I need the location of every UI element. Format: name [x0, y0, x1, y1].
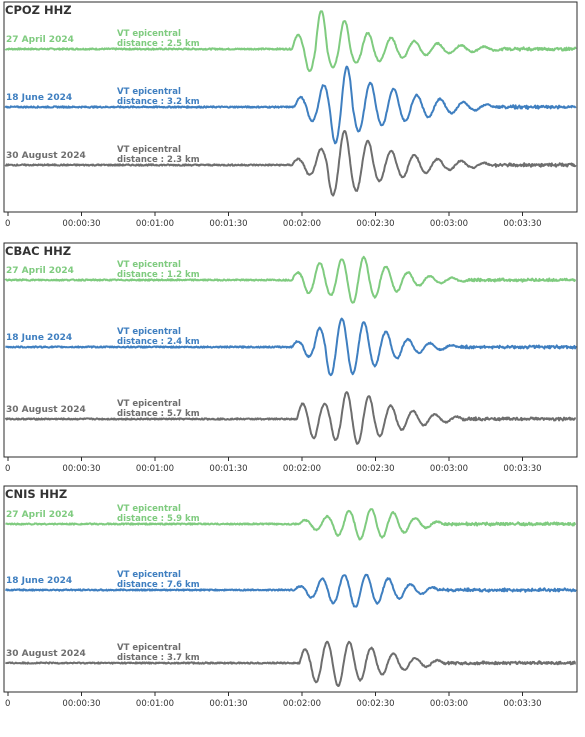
x-tick-label: 00:01:00 [136, 699, 174, 709]
x-tick-label: 00:03:00 [430, 464, 468, 474]
waveform-trace [4, 391, 577, 445]
x-tick-label: 00:02:00 [283, 219, 321, 229]
trace-event-label: VT epicentral [117, 260, 181, 270]
trace-date-label: 18 June 2024 [6, 93, 72, 103]
panel-frame [3, 485, 578, 693]
trace-distance-label: distance : 5.9 km [117, 514, 200, 524]
x-tick-label: 00:02:30 [356, 699, 394, 709]
trace-distance-label: distance : 2.5 km [117, 39, 200, 49]
x-tick-label: 00:02:00 [283, 464, 321, 474]
trace-date-label: 18 June 2024 [6, 576, 72, 586]
x-tick-label: 00:01:30 [209, 699, 247, 709]
trace-date-label: 30 August 2024 [6, 405, 86, 415]
trace-event-label: VT epicentral [117, 145, 181, 155]
trace-date-label: 27 April 2024 [6, 510, 74, 520]
waveform-trace [5, 508, 577, 541]
waveform-trace [4, 10, 577, 73]
x-tick-label: 00:01:30 [209, 464, 247, 474]
trace-distance-label: distance : 1.2 km [117, 270, 200, 280]
waveform-trace [4, 130, 577, 197]
x-tick-label: 00:01:30 [209, 219, 247, 229]
trace-distance-label: distance : 2.4 km [117, 337, 200, 347]
x-tick-label: 00:03:00 [430, 699, 468, 709]
trace-event-label: VT epicentral [117, 399, 181, 409]
trace-date-label: 27 April 2024 [6, 35, 74, 45]
waveform-trace [4, 255, 577, 304]
trace-event-label: VT epicentral [117, 504, 181, 514]
x-tick-label: 00:02:30 [356, 219, 394, 229]
x-tick-label: 00:00:30 [62, 699, 100, 709]
x-tick-label: 00:00:30 [62, 464, 100, 474]
x-tick-label: 0 [5, 219, 10, 229]
x-tick-label: 00:00:30 [62, 219, 100, 229]
station-title: CNIS HHZ [5, 487, 67, 501]
waveform-trace [5, 640, 577, 687]
panel-frame [3, 1, 578, 213]
x-tick-label: 00:02:00 [283, 699, 321, 709]
waveform-trace [4, 65, 577, 145]
trace-date-label: 27 April 2024 [6, 266, 74, 276]
x-tick-label: 00:03:30 [503, 219, 541, 229]
trace-date-label: 30 August 2024 [6, 649, 86, 659]
trace-event-label: VT epicentral [117, 87, 181, 97]
trace-distance-label: distance : 5.7 km [117, 409, 200, 419]
trace-date-label: 18 June 2024 [6, 333, 72, 343]
trace-distance-label: distance : 7.6 km [117, 580, 200, 590]
trace-date-label: 30 August 2024 [6, 151, 86, 161]
trace-event-label: VT epicentral [117, 570, 181, 580]
waveform-trace [5, 317, 577, 377]
trace-distance-label: distance : 3.7 km [117, 653, 200, 663]
trace-event-label: VT epicentral [117, 327, 181, 337]
x-tick-label: 00:03:00 [430, 219, 468, 229]
x-tick-label: 00:02:30 [356, 464, 394, 474]
trace-event-label: VT epicentral [117, 643, 181, 653]
trace-distance-label: distance : 3.2 km [117, 97, 200, 107]
x-tick-label: 0 [5, 464, 10, 474]
x-tick-label: 00:01:00 [136, 464, 174, 474]
station-title: CPOZ HHZ [5, 3, 72, 17]
x-tick-label: 00:01:00 [136, 219, 174, 229]
x-tick-label: 00:03:30 [503, 699, 541, 709]
trace-distance-label: distance : 2.3 km [117, 155, 200, 165]
panel-frame [3, 242, 578, 458]
x-tick-label: 0 [5, 699, 10, 709]
trace-event-label: VT epicentral [117, 29, 181, 39]
waveform-trace [4, 573, 577, 608]
station-title: CBAC HHZ [5, 244, 71, 258]
x-tick-label: 00:03:30 [503, 464, 541, 474]
